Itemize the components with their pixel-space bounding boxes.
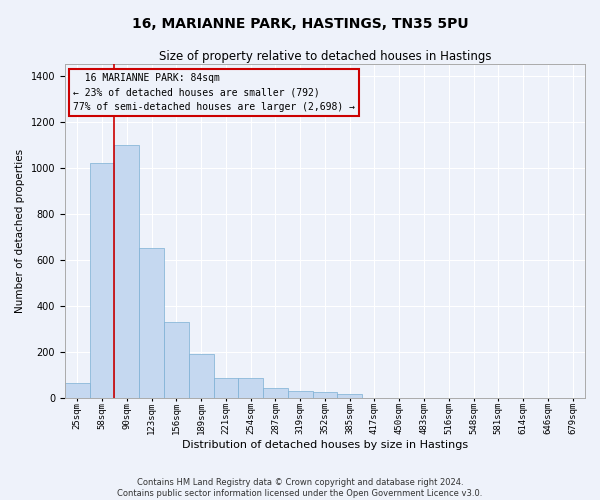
X-axis label: Distribution of detached houses by size in Hastings: Distribution of detached houses by size … [182, 440, 468, 450]
Text: Contains HM Land Registry data © Crown copyright and database right 2024.
Contai: Contains HM Land Registry data © Crown c… [118, 478, 482, 498]
Bar [238, 378, 263, 398]
Bar [65, 383, 89, 398]
Title: Size of property relative to detached houses in Hastings: Size of property relative to detached ho… [159, 50, 491, 63]
Y-axis label: Number of detached properties: Number of detached properties [15, 149, 25, 313]
Bar [164, 322, 189, 398]
Text: 16 MARIANNE PARK: 84sqm
← 23% of detached houses are smaller (792)
77% of semi-d: 16 MARIANNE PARK: 84sqm ← 23% of detache… [73, 72, 355, 112]
Bar [89, 163, 115, 398]
Bar [189, 354, 214, 398]
Bar [313, 392, 337, 398]
Bar [288, 391, 313, 398]
Bar [115, 145, 139, 398]
Bar [139, 248, 164, 398]
Bar [337, 394, 362, 398]
Bar [263, 388, 288, 398]
Bar [214, 378, 238, 398]
Text: 16, MARIANNE PARK, HASTINGS, TN35 5PU: 16, MARIANNE PARK, HASTINGS, TN35 5PU [131, 18, 469, 32]
